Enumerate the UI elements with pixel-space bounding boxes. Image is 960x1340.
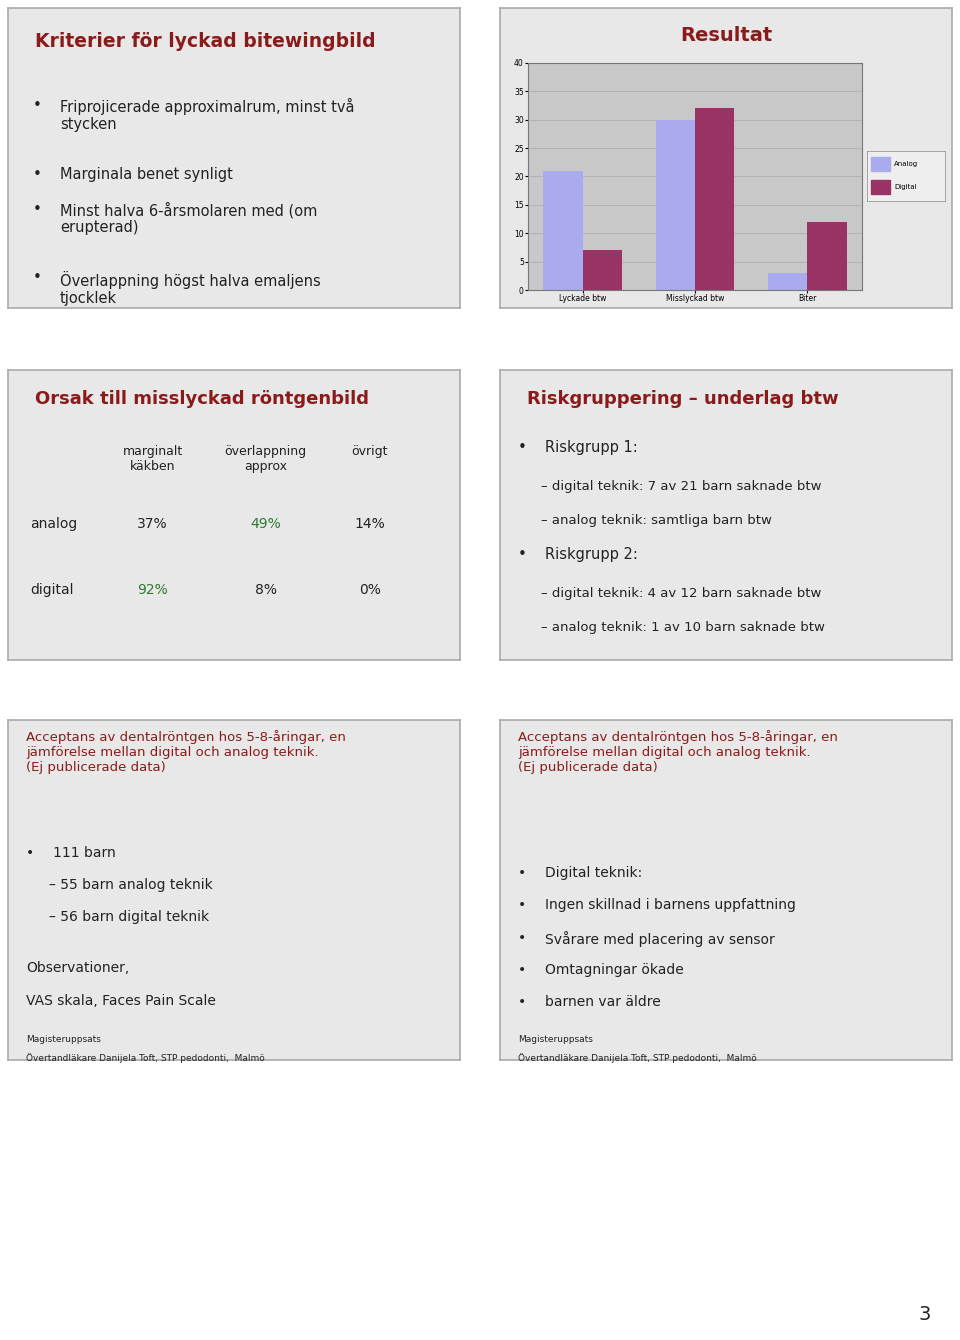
Text: Acceptans av dentalröntgen hos 5-8-åringar, en
jämförelse mellan digital och ana: Acceptans av dentalröntgen hos 5-8-åring…	[26, 730, 346, 775]
Text: Minst halva 6-årsmolaren med (om
erupterad): Minst halva 6-årsmolaren med (om erupter…	[60, 201, 318, 236]
Text: Orsak till misslyckad röntgenbild: Orsak till misslyckad röntgenbild	[36, 390, 369, 409]
Text: analog: analog	[31, 517, 78, 531]
Text: Friprojicerade approximalrum, minst två
stycken: Friprojicerade approximalrum, minst två …	[60, 98, 354, 133]
Text: Observationer,: Observationer,	[26, 961, 130, 976]
Text: •: •	[518, 996, 526, 1009]
Text: – digital teknik: 7 av 21 barn saknade btw: – digital teknik: 7 av 21 barn saknade b…	[540, 480, 821, 493]
Text: Digital: Digital	[895, 184, 917, 189]
Text: •: •	[518, 547, 527, 561]
Text: barnen var äldre: barnen var äldre	[545, 996, 660, 1009]
Text: Magisteruppsats: Magisteruppsats	[518, 1034, 593, 1044]
Text: 14%: 14%	[354, 517, 385, 531]
Text: övrigt: övrigt	[351, 445, 388, 458]
Bar	[871, 180, 891, 193]
Text: Magisteruppsats: Magisteruppsats	[26, 1034, 101, 1044]
Text: Riskgrupp 1:: Riskgrupp 1:	[545, 440, 638, 454]
Text: VAS skala, Faces Pain Scale: VAS skala, Faces Pain Scale	[26, 994, 216, 1008]
Text: Ingen skillnad i barnens uppfattning: Ingen skillnad i barnens uppfattning	[545, 899, 796, 913]
Text: digital: digital	[31, 583, 74, 598]
Bar	[871, 157, 891, 172]
Text: Marginala benet synligt: Marginala benet synligt	[60, 168, 233, 182]
Bar	[695, 109, 734, 289]
Text: •: •	[33, 168, 41, 182]
Text: Resultat: Resultat	[680, 25, 772, 46]
Bar	[543, 170, 583, 289]
Text: Kriterier för lyckad bitewingbild: Kriterier för lyckad bitewingbild	[36, 32, 375, 51]
Text: •: •	[518, 440, 527, 454]
Text: Riskgruppering – underlag btw: Riskgruppering – underlag btw	[527, 390, 839, 409]
Text: •: •	[518, 931, 526, 945]
Text: 49%: 49%	[251, 517, 281, 531]
Text: – digital teknik: 4 av 12 barn saknade btw: – digital teknik: 4 av 12 barn saknade b…	[540, 587, 821, 600]
Bar	[768, 273, 807, 289]
Text: Omtagningar ökade: Omtagningar ökade	[545, 963, 684, 977]
Text: Svårare med placering av sensor: Svårare med placering av sensor	[545, 931, 775, 947]
Text: Digital teknik:: Digital teknik:	[545, 866, 642, 880]
Text: •: •	[33, 98, 41, 113]
Text: Riskgrupp 2:: Riskgrupp 2:	[545, 547, 638, 561]
Text: •: •	[33, 201, 41, 217]
Text: överlappning
approx: överlappning approx	[225, 445, 306, 473]
Text: 0%: 0%	[359, 583, 380, 598]
Text: – 56 barn digital teknik: – 56 barn digital teknik	[49, 910, 209, 925]
Text: 8%: 8%	[254, 583, 276, 598]
Text: Acceptans av dentalröntgen hos 5-8-åringar, en
jämförelse mellan digital och ana: Acceptans av dentalröntgen hos 5-8-åring…	[518, 730, 838, 775]
Text: 3: 3	[919, 1305, 931, 1324]
Bar	[583, 251, 622, 289]
Text: 111 barn: 111 barn	[53, 846, 116, 860]
Text: marginalt
käkben: marginalt käkben	[123, 445, 182, 473]
Text: 92%: 92%	[137, 583, 168, 598]
Text: – analog teknik: samtliga barn btw: – analog teknik: samtliga barn btw	[540, 513, 772, 527]
Text: •: •	[518, 866, 526, 880]
Text: •: •	[26, 846, 35, 860]
Text: Analog: Analog	[895, 161, 919, 168]
Text: Övertandläkare Danijela Toft, STP pedodonti,  Malmö: Övertandläkare Danijela Toft, STP pedodo…	[26, 1053, 265, 1063]
Bar	[656, 119, 695, 289]
Text: •: •	[518, 963, 526, 977]
Text: 37%: 37%	[137, 517, 168, 531]
Text: •: •	[33, 271, 41, 285]
Text: – analog teknik: 1 av 10 barn saknade btw: – analog teknik: 1 av 10 barn saknade bt…	[540, 620, 825, 634]
Text: – 55 barn analog teknik: – 55 barn analog teknik	[49, 878, 212, 892]
Text: Överlappning högst halva emaljens
tjocklek: Överlappning högst halva emaljens tjockl…	[60, 271, 321, 306]
Text: Övertandläkare Danijela Toft, STP pedodonti,  Malmö: Övertandläkare Danijela Toft, STP pedodo…	[518, 1053, 756, 1063]
Text: •: •	[518, 899, 526, 913]
Bar	[807, 222, 847, 289]
